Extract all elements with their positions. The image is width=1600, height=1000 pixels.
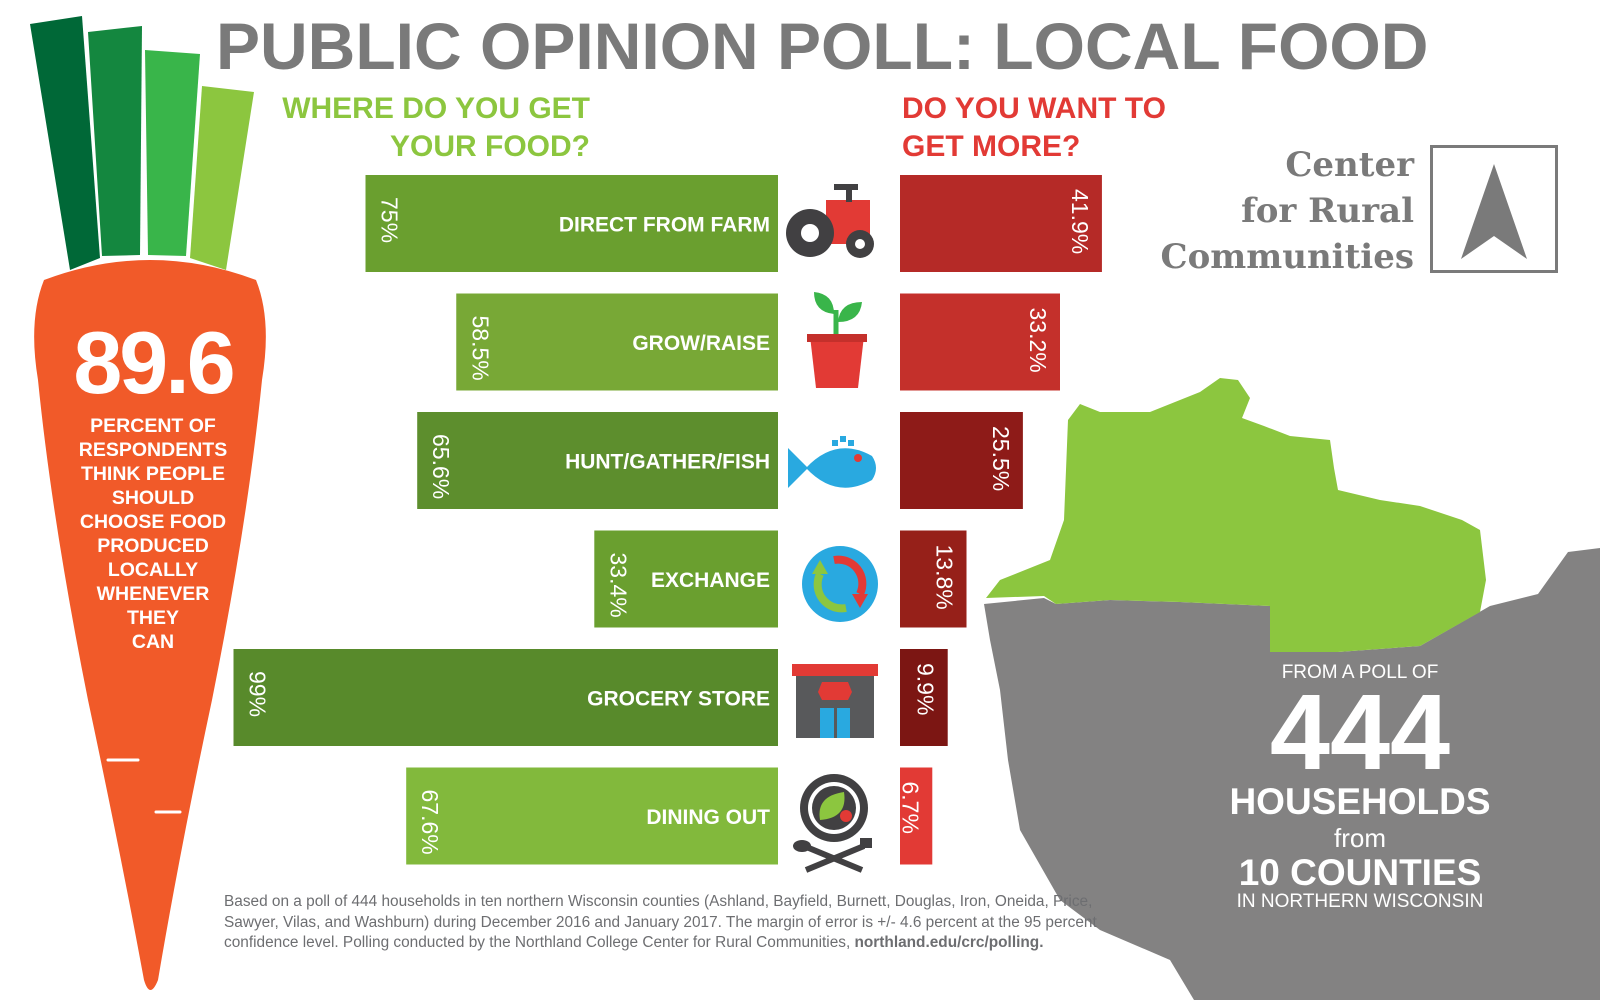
bar-right — [900, 649, 948, 746]
category-label: GROW/RAISE — [632, 332, 770, 355]
category-label: EXCHANGE — [651, 569, 770, 592]
footnote-link[interactable]: northland.edu/crc/polling. — [854, 934, 1044, 951]
carrot-text-line: SHOULD — [111, 487, 195, 509]
bar-left — [233, 649, 778, 746]
question-left-line-1: WHERE DO YOU GET — [282, 92, 590, 125]
value-label-right: 9.9% — [913, 663, 939, 715]
carrot-text-line: LOCALLY — [107, 559, 199, 581]
value-label-left: 99% — [245, 671, 271, 717]
logo-line-1: Center — [1285, 145, 1414, 185]
value-label-right: 6.7% — [897, 782, 923, 834]
logo-line-2: for Rural — [1241, 191, 1414, 231]
page-title: PUBLIC OPINION POLL: LOCAL FOOD — [216, 9, 1429, 83]
bar-right — [900, 293, 1060, 391]
carrot-text-line: PRODUCED — [97, 535, 209, 557]
bar-left — [406, 767, 778, 865]
carrot-body — [34, 260, 266, 990]
value-label-left: 65.6% — [428, 434, 454, 499]
value-label-left: 33.4% — [605, 553, 631, 618]
carrot-number: 89.6 — [73, 313, 235, 412]
logo-line-3: Communities — [1160, 237, 1414, 277]
category-label: HUNT/GATHER/FISH — [565, 451, 770, 474]
dining-icon — [793, 774, 872, 873]
bar-left — [365, 175, 778, 272]
value-label-right: 13.8% — [932, 545, 958, 610]
logo-box — [1430, 145, 1558, 273]
tractor-icon — [786, 184, 874, 258]
exchange-icon — [802, 546, 878, 622]
carrot-leaf-2 — [88, 26, 142, 256]
poll-summary: FROM A POLL OF 444 HOUSEHOLDS from 10 CO… — [1180, 662, 1540, 912]
logo-arrow-icon — [1461, 164, 1527, 259]
bar-right — [900, 530, 967, 628]
value-label-left: 67.6% — [417, 790, 443, 855]
footnote: Based on a poll of 444 households in ten… — [224, 892, 1104, 954]
bars-left: DIRECT FROM FARM 75% GROW/RAISE 58.5% HUNT/G… — [233, 175, 778, 865]
map-gray-region — [984, 548, 1600, 1000]
poll-pre: FROM A POLL OF — [1281, 662, 1439, 683]
value-label-right: 33.2% — [1025, 308, 1051, 373]
value-label-right: 25.5% — [988, 426, 1014, 491]
question-right-line-2: GET MORE? — [902, 130, 1081, 163]
category-icons — [786, 184, 878, 873]
plant-icon — [807, 292, 867, 388]
bar-left — [594, 530, 778, 628]
carrot-text-line: CAN — [131, 631, 175, 653]
poll-counties: 10 COUNTIES — [1238, 852, 1482, 893]
question-right-line-1: DO YOU WANT TO — [902, 92, 1166, 125]
poll-region: IN NORTHERN WISCONSIN — [1236, 891, 1484, 912]
carrot-leaf-1 — [30, 16, 100, 270]
map-green-region — [986, 378, 1486, 652]
value-label-left: 58.5% — [467, 316, 493, 381]
poll-from: from — [1334, 823, 1386, 853]
category-label: DINING OUT — [646, 806, 770, 829]
carrot-text-line: THINK PEOPLE — [80, 463, 226, 485]
carrot-text-line: THEY — [126, 607, 179, 629]
carrot-text-line: PERCENT OF — [90, 415, 216, 437]
bar-left — [417, 412, 778, 509]
bar-right — [900, 412, 1023, 509]
question-left: WHERE DO YOU GET YOUR FOOD? — [282, 90, 590, 166]
value-label-right: 41.9% — [1067, 189, 1093, 254]
bar-right — [900, 175, 1102, 272]
carrot-text-line: RESPONDENTS — [78, 439, 228, 461]
fish-icon — [788, 436, 876, 488]
footnote-text: Based on a poll of 444 households in ten… — [224, 893, 1097, 951]
bars-right: 41.9% 33.2% 25.5% 13.8% 9.9% 6.7% — [897, 175, 1102, 865]
carrot-stat: 89.6 PERCENT OF RESPONDENTS THINK PEOPLE… — [40, 318, 266, 654]
carrot-text-line: CHOOSE FOOD — [79, 511, 227, 533]
poll-households: HOUSEHOLDS — [1229, 781, 1491, 822]
carrot-text-line: WHENEVER — [96, 583, 210, 605]
value-label-left: 75% — [377, 197, 403, 243]
bar-left — [456, 293, 778, 391]
category-label: DIRECT FROM FARM — [559, 214, 770, 237]
poll-number: 444 — [1269, 671, 1451, 792]
store-icon — [792, 664, 878, 738]
crc-logo-text: Center for Rural Communities — [1150, 142, 1414, 280]
bar-right — [900, 767, 933, 865]
question-right: DO YOU WANT TO GET MORE? — [902, 90, 1166, 166]
category-label: GROCERY STORE — [587, 688, 770, 711]
carrot-leaf-3 — [145, 50, 200, 256]
carrot-text: PERCENT OF RESPONDENTS THINK PEOPLE SHOU… — [40, 414, 266, 654]
question-left-line-2: YOUR FOOD? — [390, 130, 590, 163]
carrot-leaf-4 — [190, 86, 254, 270]
